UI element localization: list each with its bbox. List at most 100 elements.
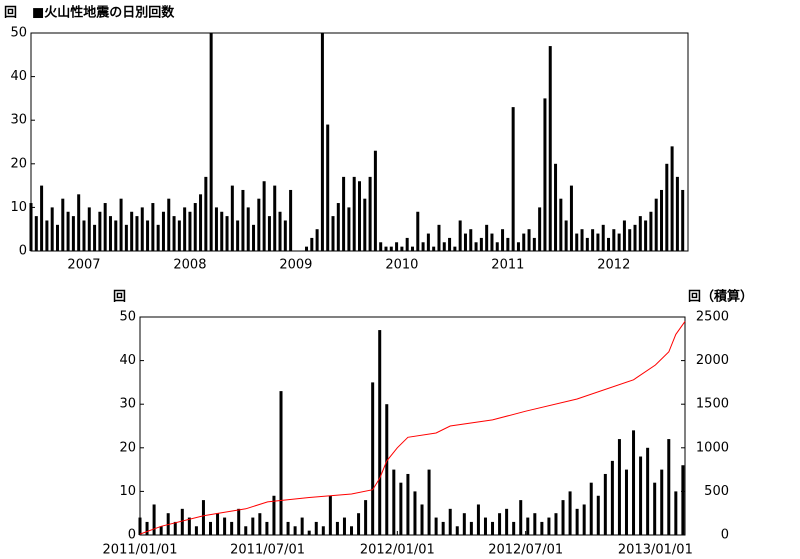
bar — [357, 513, 361, 535]
bar — [82, 220, 86, 251]
bar — [257, 198, 261, 251]
y2-tick-label: 1000 — [696, 440, 729, 455]
bar — [427, 469, 431, 535]
chart-title: ■火山性地震の日別回数 — [32, 5, 175, 21]
bar — [273, 185, 277, 251]
bar — [485, 224, 489, 251]
y-axis-label: 回 — [113, 290, 126, 305]
bar — [410, 246, 414, 251]
bar — [230, 521, 234, 535]
y-tick-label: 20 — [10, 156, 27, 171]
bar — [244, 526, 248, 535]
bar — [180, 508, 184, 535]
bar — [138, 517, 142, 535]
bar — [426, 233, 430, 251]
bar — [610, 460, 614, 535]
bar — [633, 224, 637, 251]
bar — [71, 216, 75, 251]
bar — [649, 211, 653, 251]
y-axis-label: 回 — [4, 6, 17, 21]
bar — [278, 211, 282, 251]
bar — [130, 211, 134, 251]
bar — [34, 216, 38, 251]
bar — [596, 495, 600, 535]
bar — [591, 229, 595, 251]
bar — [617, 439, 621, 535]
bar — [103, 203, 107, 251]
bar — [385, 404, 389, 535]
bar — [476, 504, 480, 535]
bar — [527, 229, 531, 251]
bar — [66, 211, 70, 251]
bar — [183, 207, 187, 251]
bar — [575, 508, 579, 535]
bar — [342, 517, 346, 535]
bar — [442, 242, 446, 251]
bar — [161, 211, 165, 251]
bar — [617, 233, 621, 251]
bar — [167, 198, 171, 251]
bar — [516, 242, 520, 251]
bar — [512, 521, 516, 535]
bar — [526, 517, 530, 535]
bar — [156, 224, 160, 251]
plot-frame — [139, 316, 686, 536]
y-tick-label: 50 — [10, 26, 27, 41]
bar — [420, 504, 424, 535]
bar — [114, 220, 118, 251]
bar — [463, 233, 467, 251]
bar — [267, 216, 271, 251]
y-tick-label: 10 — [119, 484, 136, 499]
bar — [448, 237, 452, 251]
x-tick-label: 2012/07/01 — [488, 543, 563, 558]
bar — [462, 513, 466, 535]
bar — [50, 207, 54, 251]
bar — [320, 33, 324, 251]
bar — [603, 473, 607, 535]
bar — [279, 391, 283, 535]
bar — [575, 233, 579, 251]
bar — [453, 246, 457, 251]
bar — [505, 508, 509, 535]
bar — [251, 517, 255, 535]
bar — [654, 198, 658, 251]
bar — [540, 521, 544, 535]
x-tick-label: 2009 — [279, 258, 312, 273]
bar — [554, 513, 558, 535]
bar — [675, 176, 679, 251]
bar — [519, 500, 523, 535]
bar — [336, 203, 340, 251]
bar — [681, 189, 685, 251]
y-tick-label: 50 — [119, 310, 136, 325]
bar — [538, 207, 542, 251]
bar — [55, 224, 59, 251]
bar — [568, 491, 572, 535]
bar — [77, 194, 81, 251]
x-tick-label: 2008 — [173, 258, 206, 273]
bar — [173, 521, 177, 535]
bar — [335, 521, 339, 535]
bar — [498, 513, 502, 535]
bar — [660, 469, 664, 535]
cumulative-line — [139, 321, 686, 535]
bar — [547, 517, 551, 535]
bar — [674, 491, 678, 535]
bar — [342, 176, 346, 251]
bar — [646, 447, 650, 535]
bar — [469, 521, 473, 535]
bar — [559, 198, 563, 251]
bar — [378, 330, 382, 535]
bar — [258, 513, 262, 535]
bar — [441, 521, 445, 535]
y-tick-label: 30 — [119, 397, 136, 412]
bar — [216, 513, 220, 535]
bar — [582, 504, 586, 535]
bar — [483, 517, 487, 535]
bar — [246, 207, 250, 251]
bar — [589, 482, 593, 535]
y2-tick-label: 0 — [721, 528, 729, 543]
bar — [548, 46, 552, 251]
bar — [347, 207, 351, 251]
bar — [124, 224, 128, 251]
bar — [491, 521, 495, 535]
